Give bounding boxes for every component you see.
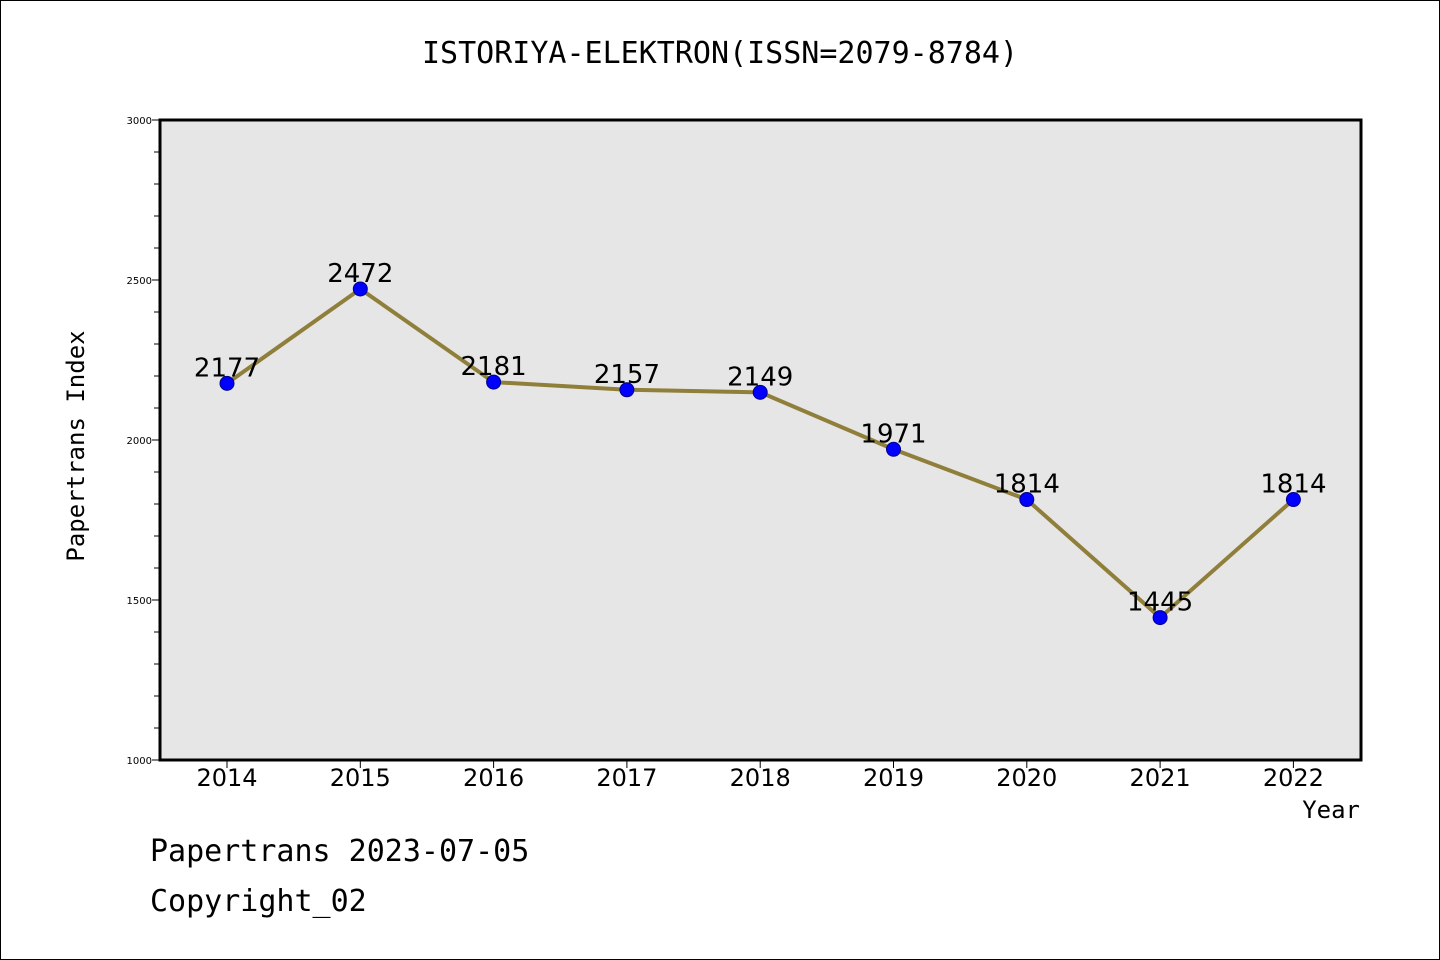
data-point-marker (219, 375, 235, 391)
data-point-label: 1445 (1127, 588, 1193, 618)
x-tick-label: 2019 (863, 764, 924, 792)
x-tick-label: 2016 (463, 764, 524, 792)
x-tick-label: 2014 (196, 764, 257, 792)
data-label-group: 2177 2472 2181 2157 2149 1971 1814 1445 1814 (194, 259, 1327, 618)
chart-title: ISTORIYA-ELEKTRON(ISSN=2079-8784) (421, 36, 1019, 71)
x-axis: 2014 2015 2016 2017 2018 2019 2020 2021 2022 (196, 760, 1324, 792)
data-point-marker (352, 281, 368, 297)
x-tick-label: 2017 (596, 764, 657, 792)
y-tick-label: 2500 (127, 276, 152, 287)
data-point-marker (886, 441, 901, 457)
x-tick-label: 2020 (996, 764, 1057, 792)
data-point-label: 2157 (594, 360, 660, 390)
y-axis-label: Papertrans Index (62, 330, 90, 562)
y-tick-label: 1000 (127, 756, 152, 767)
y-tick-label: 1500 (127, 596, 152, 607)
footer-date: Papertrans 2023-07-05 (150, 834, 530, 869)
x-tick-label: 2015 (330, 764, 391, 792)
data-point-marker (1285, 492, 1301, 508)
plot-area (158, 118, 1363, 762)
data-point-marker (752, 384, 768, 400)
data-point-label: 2472 (327, 259, 393, 289)
data-point-label: 2177 (194, 353, 260, 383)
data-point-marker (1152, 610, 1168, 626)
x-axis-label: Year (1302, 796, 1360, 824)
y-axis: 1000 1500 2000 2500 3000 (127, 116, 160, 767)
footer-copyright: Copyright_02 (150, 884, 367, 919)
data-point-label: 2181 (461, 352, 527, 382)
marker-group (219, 281, 1301, 626)
data-point-label: 2149 (727, 362, 793, 392)
data-point-label: 1814 (994, 470, 1060, 500)
x-tick-label: 2021 (1130, 764, 1191, 792)
y-tick-label: 3000 (127, 116, 152, 127)
data-point-marker (619, 382, 635, 398)
y-tick-label: 2000 (127, 436, 152, 447)
data-point-label: 1971 (860, 419, 926, 449)
data-point-marker (486, 374, 502, 390)
x-tick-label: 2018 (730, 764, 791, 792)
data-point-marker (1019, 492, 1035, 508)
data-point-label: 1814 (1260, 470, 1326, 500)
x-tick-label: 2022 (1263, 764, 1324, 792)
